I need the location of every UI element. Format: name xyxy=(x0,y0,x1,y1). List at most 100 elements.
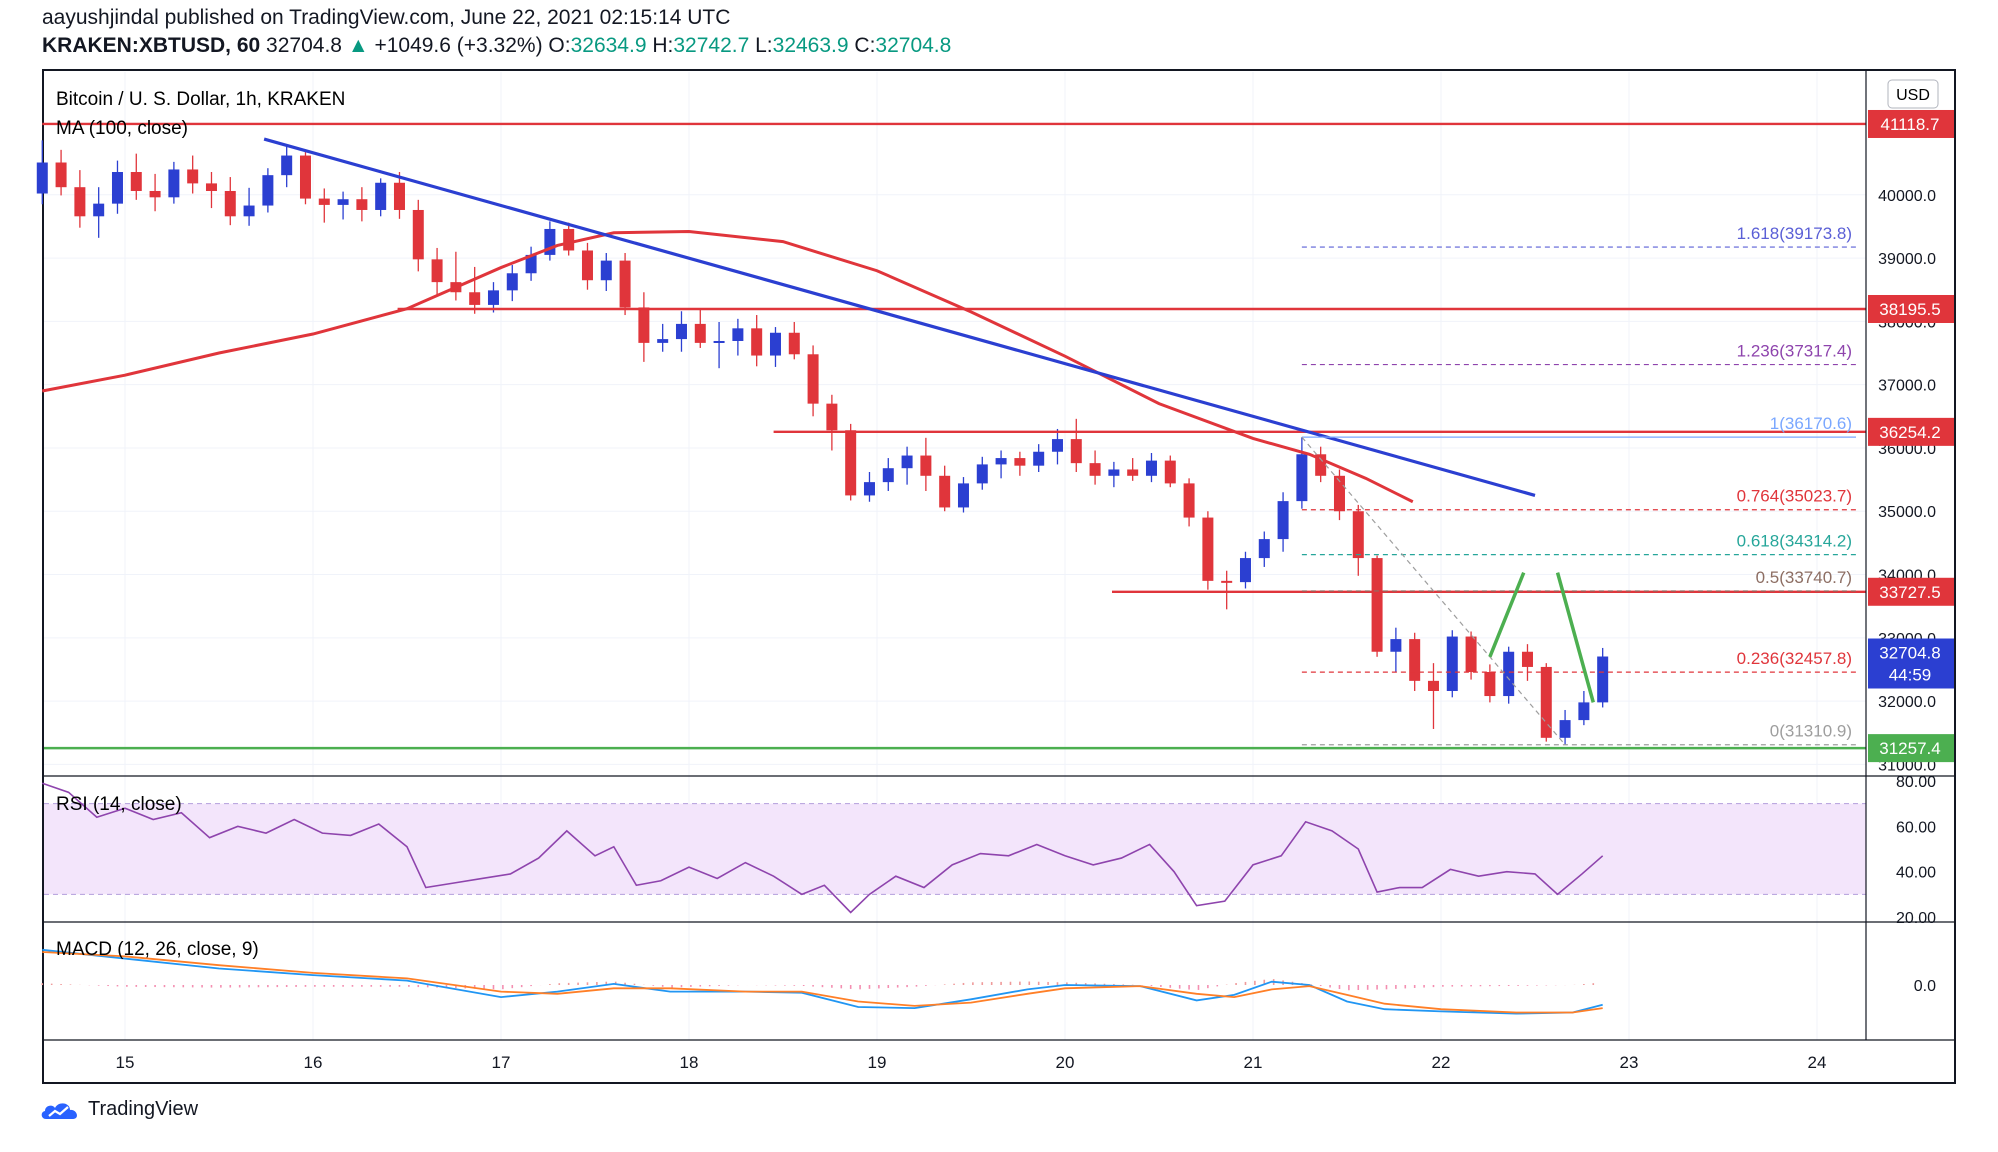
candle-body xyxy=(1202,517,1214,581)
candle-body xyxy=(1333,475,1345,512)
publish-line: aayushjindal published on TradingView.co… xyxy=(42,6,731,29)
ma100-line xyxy=(41,229,1414,504)
tradingview-cloud-icon xyxy=(41,1102,77,1119)
tradingview-logo[interactable]: TradingView xyxy=(40,1098,198,1121)
candle-body xyxy=(1578,702,1590,721)
candle-body xyxy=(1371,558,1383,652)
bearish-trendline xyxy=(263,137,1536,497)
candle-body xyxy=(769,332,781,356)
time-tick-label: 22 xyxy=(1432,1053,1451,1072)
candle-body xyxy=(1164,460,1176,484)
time-tick-label: 16 xyxy=(304,1053,323,1072)
candle-body xyxy=(55,162,67,188)
resistance-price-tag: 41118.7 xyxy=(1881,115,1940,134)
rsi-tick-label: 20.00 xyxy=(1896,910,1936,927)
candle-body xyxy=(751,328,763,356)
rsi-line xyxy=(42,782,1604,914)
candle-body xyxy=(205,183,217,191)
candle-body xyxy=(1465,636,1477,672)
open-value: 32634.9 xyxy=(570,34,647,57)
candle-body xyxy=(976,464,988,484)
candle-body xyxy=(375,182,387,210)
candle-body xyxy=(1051,439,1063,452)
projection-arrow xyxy=(1555,572,1595,703)
candle-body xyxy=(1446,636,1458,691)
candle-body xyxy=(36,162,48,194)
candle-body xyxy=(995,458,1007,465)
candle-body xyxy=(1183,483,1195,518)
candle-body xyxy=(1221,580,1233,583)
candle-body xyxy=(1108,469,1120,476)
fib-level-label: 0.5(33740.7) xyxy=(1756,568,1852,587)
time-tick-label: 18 xyxy=(680,1053,699,1072)
last-price-tag-bg xyxy=(1868,638,1954,689)
candle-body xyxy=(525,254,537,274)
candle-body xyxy=(1239,558,1251,583)
candle-body xyxy=(1315,454,1327,476)
candle-body xyxy=(1296,454,1308,502)
overlays: 1.618(39173.8) 1.236(37317.4) 1(36170.6) 0.… xyxy=(41,122,1866,750)
last-price-tag: 32704.8 xyxy=(1879,644,1940,663)
high-label: H: xyxy=(652,34,674,57)
up-arrow-icon: ▲ xyxy=(347,34,369,57)
rsi-legend: RSI (14, close) xyxy=(56,794,182,815)
projection-arrow xyxy=(1488,571,1526,658)
macd-line xyxy=(42,948,1603,1015)
candle-body xyxy=(1503,651,1515,697)
tradingview-brand: TradingView xyxy=(88,1098,199,1120)
candle-body xyxy=(111,172,123,204)
fib-level-label: 1(36170.6) xyxy=(1770,414,1852,433)
candle-body xyxy=(920,455,932,476)
candles xyxy=(36,140,1609,745)
fib-level-label: 1.236(37317.4) xyxy=(1737,342,1852,361)
resistance-price-tag: 38195.5 xyxy=(1879,300,1940,319)
candle-body xyxy=(93,203,105,217)
candle-body xyxy=(1014,458,1026,466)
candle-body xyxy=(1089,463,1101,476)
time-tick-label: 24 xyxy=(1808,1053,1827,1072)
resistance-price-tag-bg xyxy=(1868,417,1954,446)
candle-body xyxy=(412,209,424,260)
candle-body xyxy=(1409,639,1421,681)
candle-body xyxy=(1484,672,1496,697)
candle-body xyxy=(1127,469,1139,476)
candle-body xyxy=(431,259,443,283)
candle-body xyxy=(939,475,951,508)
candle-body xyxy=(1258,539,1270,559)
fib-level-label: 0.618(34314.2) xyxy=(1737,532,1852,551)
candle-body xyxy=(1070,439,1082,464)
macd-legend: MACD (12, 26, close, 9) xyxy=(56,939,259,960)
chart-frame xyxy=(42,69,1956,1084)
candle-body xyxy=(187,169,199,184)
currency-label: USD xyxy=(1896,87,1930,104)
fib-diagonal xyxy=(1301,436,1566,746)
time-tick-label: 23 xyxy=(1620,1053,1639,1072)
candle-body xyxy=(224,190,236,217)
price-tick-label: 39000.0 xyxy=(1878,251,1936,268)
candle-body xyxy=(1559,720,1571,738)
ticker-line: KRAKEN:XBTUSD, 60 32704.8 ▲ +1049.6 (+3.… xyxy=(42,34,951,58)
candle-body xyxy=(657,339,669,343)
open-label: O: xyxy=(548,34,571,57)
candle-body xyxy=(675,323,687,340)
candle-body xyxy=(469,292,481,305)
resistance-price-tag: 33727.5 xyxy=(1879,583,1940,602)
candle-body xyxy=(863,482,875,496)
axes: 40000.039000.038000.037000.036000.035000… xyxy=(44,70,1954,1072)
candle-body xyxy=(356,199,368,210)
countdown-tag: 44:59 xyxy=(1889,666,1932,685)
low-value: 32463.9 xyxy=(772,34,849,57)
candle-body xyxy=(713,340,725,343)
resistance-price-tag-bg xyxy=(1868,109,1954,138)
candle-body xyxy=(826,403,838,431)
candle-body xyxy=(74,187,86,217)
rsi-tick-label: 60.00 xyxy=(1896,819,1936,836)
macd-pane xyxy=(41,948,1603,1015)
candle-body xyxy=(1277,501,1289,540)
candle-body xyxy=(1145,460,1157,476)
fib-level-label: 0(31310.9) xyxy=(1770,722,1852,741)
currency-button[interactable]: USD xyxy=(1887,79,1939,109)
resistance-price-tag-bg xyxy=(1868,294,1954,323)
